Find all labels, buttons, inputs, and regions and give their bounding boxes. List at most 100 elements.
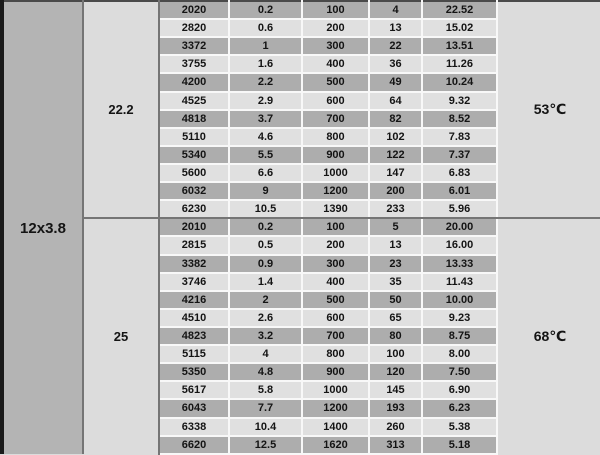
table-row: 5110 4.6 800 102 7.83 — [2, 127, 600, 147]
table-cell: 23 — [369, 254, 423, 274]
table-cell: 1200 — [302, 399, 370, 419]
table-cell: 3382 — [159, 254, 230, 274]
table-row: 4216 2 500 50 10.00 — [2, 290, 600, 310]
table-cell: 145 — [369, 381, 423, 401]
table-row: 5617 5.8 1000 145 6.90 — [2, 381, 600, 401]
table-cell: 6230 — [159, 200, 230, 220]
table-cell: 5115 — [159, 345, 230, 365]
table-cell: 300 — [302, 254, 370, 274]
table-cell: 313 — [369, 435, 423, 455]
table-row: 25 2010 0.2 100 5 20.00 68℃ — [2, 218, 600, 454]
table-row: 6043 7.7 1200 193 6.23 — [2, 399, 600, 419]
table-cell: 2010 — [159, 218, 230, 238]
table-row: 2820 0.6 200 13 15.02 — [2, 19, 600, 39]
group-size-cell: 12x3.8 — [2, 1, 84, 454]
table-cell: 36 — [369, 55, 423, 75]
table-row: 3746 1.4 400 35 11.43 — [2, 272, 600, 292]
table-cell: 600 — [302, 308, 370, 328]
table-cell: 16.00 — [422, 236, 498, 256]
table-cell: 10.5 — [229, 200, 303, 220]
table-row: 5350 4.8 900 120 7.50 — [2, 363, 600, 383]
table-row: 4200 2.2 500 49 10.24 — [2, 73, 600, 93]
table-cell: 1.6 — [229, 55, 303, 75]
table-cell: 65 — [369, 308, 423, 328]
table-cell: 193 — [369, 399, 423, 419]
table-cell: 233 — [369, 200, 423, 220]
table-cell: 1200 — [302, 182, 370, 202]
table-cell: 13.51 — [422, 37, 498, 57]
table-cell: 35 — [369, 272, 423, 292]
table-row: 3755 1.6 400 36 11.26 — [2, 55, 600, 75]
table-cell: 400 — [302, 55, 370, 75]
table-cell: 5110 — [159, 127, 230, 147]
table-cell: 22.52 — [422, 1, 498, 21]
table-cell: 147 — [369, 163, 423, 184]
table-cell: 3372 — [159, 37, 230, 57]
table-cell: 5600 — [159, 163, 230, 184]
table-row: 6032 9 1200 200 6.01 — [2, 182, 600, 202]
table-cell: 6.6 — [229, 163, 303, 184]
table-cell: 700 — [302, 326, 370, 347]
table-cell: 2.6 — [229, 308, 303, 328]
table-cell: 0.2 — [229, 218, 303, 238]
table-cell: 13 — [369, 236, 423, 256]
table-cell: 1400 — [302, 417, 370, 437]
table-cell: 15.02 — [422, 19, 498, 39]
table-cell: 4.8 — [229, 363, 303, 383]
table-cell: 0.5 — [229, 236, 303, 256]
table-cell: 5.5 — [229, 145, 303, 165]
table-cell: 4216 — [159, 290, 230, 310]
table-cell: 1000 — [302, 381, 370, 401]
table-cell: 5350 — [159, 363, 230, 383]
table-cell: 100 — [302, 218, 370, 238]
table-cell: 3.7 — [229, 109, 303, 129]
table-cell: 4525 — [159, 91, 230, 111]
table-cell: 10.24 — [422, 73, 498, 93]
table-cell: 900 — [302, 145, 370, 165]
table-cell: 0.6 — [229, 19, 303, 39]
table-cell: 4.6 — [229, 127, 303, 147]
table-cell: 6.23 — [422, 399, 498, 419]
table-cell: 7.83 — [422, 127, 498, 147]
table-cell: 9.32 — [422, 91, 498, 111]
table-cell: 8.00 — [422, 345, 498, 365]
table-cell: 1000 — [302, 163, 370, 184]
table-cell: 13 — [369, 19, 423, 39]
table-cell: 102 — [369, 127, 423, 147]
table-cell: 900 — [302, 363, 370, 383]
table-cell: 4818 — [159, 109, 230, 129]
table-cell: 12.5 — [229, 435, 303, 455]
table-cell: 64 — [369, 91, 423, 111]
table-cell: 4 — [229, 345, 303, 365]
table-cell: 5.8 — [229, 381, 303, 401]
table-cell: 5 — [369, 218, 423, 238]
table-row: 3372 1 300 22 13.51 — [2, 37, 600, 57]
table-row: 4818 3.7 700 82 8.52 — [2, 109, 600, 129]
table-cell: 7.37 — [422, 145, 498, 165]
table-cell: 50 — [369, 290, 423, 310]
table-cell: 2815 — [159, 236, 230, 256]
table-cell: 3746 — [159, 272, 230, 292]
section-label-cell: 22.2 — [83, 1, 160, 220]
table-cell: 2 — [229, 290, 303, 310]
table-cell: 800 — [302, 345, 370, 365]
table-cell: 400 — [302, 272, 370, 292]
table-cell: 1.4 — [229, 272, 303, 292]
table-cell: 200 — [302, 19, 370, 39]
table-cell: 120 — [369, 363, 423, 383]
table-cell: 5.96 — [422, 200, 498, 220]
table-cell: 1390 — [302, 200, 370, 220]
table-cell: 4200 — [159, 73, 230, 93]
table-cell: 22 — [369, 37, 423, 57]
table-cell: 6.01 — [422, 182, 498, 202]
table-cell: 2820 — [159, 19, 230, 39]
table-cell: 2.2 — [229, 73, 303, 93]
table-row: 2815 0.5 200 13 16.00 — [2, 236, 600, 256]
table-row: 4510 2.6 600 65 9.23 — [2, 308, 600, 328]
temperature-cell: 68℃ — [497, 218, 600, 454]
table-cell: 100 — [302, 1, 370, 21]
table-cell: 2020 — [159, 1, 230, 21]
table-cell: 3.2 — [229, 326, 303, 347]
